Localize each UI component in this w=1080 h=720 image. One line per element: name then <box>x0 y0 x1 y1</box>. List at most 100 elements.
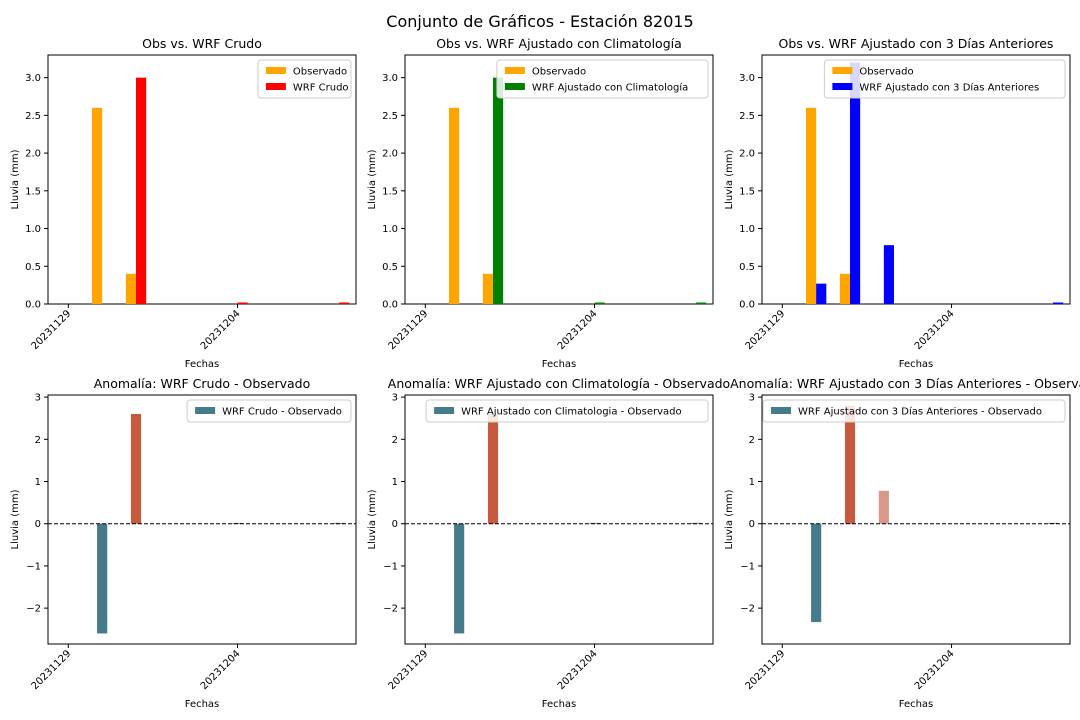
y-tick-label: 3 <box>392 393 398 404</box>
y-tick-label: 1.0 <box>25 224 41 235</box>
y-tick-label: 2.0 <box>739 149 755 160</box>
legend-label: WRF Ajustado con Climatología <box>532 82 688 94</box>
legend-swatch <box>265 67 286 74</box>
legend-swatch <box>832 67 853 74</box>
chart-panel-3: Obs vs. WRF Ajustado con 3 Días Anterior… <box>724 36 1071 370</box>
bar <box>883 245 894 304</box>
legend-box <box>496 59 709 99</box>
legend-label: Observado <box>293 67 347 78</box>
bar <box>850 62 861 304</box>
y-tick-label: 1 <box>392 477 398 488</box>
plot-frame <box>761 394 1071 645</box>
bar <box>454 523 465 634</box>
bar <box>696 302 707 304</box>
chart-panel-4: Anomalía: WRF Crudo - Observado −2 −1 0 1 2 3 2… <box>10 376 357 710</box>
legend-label: WRF Crudo <box>293 83 349 94</box>
legend-swatch <box>434 407 455 414</box>
y-tick-label: −1 <box>26 561 41 572</box>
x-axis-label: Fechas <box>185 699 220 710</box>
figure-title: Conjunto de Gráficos - Estación 82015 <box>386 12 693 31</box>
bar <box>816 283 827 304</box>
x-tick-label: 20231129 <box>744 308 788 352</box>
bar <box>125 273 136 304</box>
y-tick-label: 3.0 <box>25 73 41 84</box>
y-tick-label: −2 <box>383 604 398 615</box>
y-tick-label: 2.5 <box>739 111 755 122</box>
chart-panel-1: Obs vs. WRF Crudo 0.0 0.5 1.0 1.5 2.0 2.5 3.0 20… <box>10 36 357 370</box>
legend-label: WRF Ajustado con Climatologia - Observad… <box>461 407 682 418</box>
y-tick-label: 0 <box>35 519 41 530</box>
y-tick-label: −2 <box>26 604 41 615</box>
legend: WRF Crudo - Observado <box>186 399 352 423</box>
legend: Observado WRF Crudo <box>257 59 352 99</box>
y-tick-label: 0.5 <box>739 262 755 273</box>
y-tick-label: 0.0 <box>739 300 755 311</box>
x-tick-label: 20231129 <box>387 648 431 692</box>
y-axis-label: Lluvia (mm) <box>367 489 378 549</box>
bar <box>339 302 350 304</box>
y-tick-label: 2 <box>35 435 41 446</box>
bar <box>878 490 889 524</box>
legend-swatch <box>832 83 853 90</box>
x-axis-label: Fechas <box>899 699 934 710</box>
chart-panel-5: Anomalía: WRF Ajustado con Climatología … <box>367 376 730 710</box>
legend-box <box>823 59 1066 99</box>
x-tick-label: 20231204 <box>913 648 957 692</box>
y-tick-label: 1.5 <box>739 186 755 197</box>
y-tick-label: 0.0 <box>25 300 41 311</box>
y-tick-label: 2.0 <box>382 149 398 160</box>
legend-box <box>425 399 709 423</box>
bar <box>130 413 142 524</box>
y-tick-label: 0.5 <box>25 262 41 273</box>
x-tick-label: 20231204 <box>199 308 243 352</box>
y-tick-label: 3 <box>35 393 41 404</box>
legend-box <box>762 399 1066 423</box>
y-tick-label: 3.0 <box>739 73 755 84</box>
legend: WRF Ajustado con Climatologia - Observad… <box>425 399 709 423</box>
panel-title: Obs vs. WRF Ajustado con Climatología <box>436 36 682 51</box>
y-tick-label: 0 <box>749 519 755 530</box>
y-axis-label: Lluvia (mm) <box>367 149 378 209</box>
y-tick-label: 1.5 <box>25 186 41 197</box>
y-axis-label: Lluvia (mm) <box>10 149 21 209</box>
bar <box>97 523 108 634</box>
bar <box>487 413 499 524</box>
x-tick-label: 20231129 <box>30 648 74 692</box>
y-tick-label: 1 <box>749 477 755 488</box>
legend-box <box>186 399 352 423</box>
legend-swatch <box>771 407 791 414</box>
y-tick-label: 0.0 <box>382 300 398 311</box>
x-tick-label: 20231204 <box>199 648 243 692</box>
panel-title: Anomalía: WRF Ajustado con 3 Días Anteri… <box>730 376 1080 391</box>
chart-panel-6: Anomalía: WRF Ajustado con 3 Días Anteri… <box>724 376 1080 710</box>
bar <box>92 107 103 305</box>
bar <box>237 302 248 304</box>
bar <box>806 107 817 305</box>
chart-panels: Obs vs. WRF Crudo0.00.51.01.52.02.53.020… <box>10 36 1080 710</box>
legend-label: Observado <box>532 67 586 78</box>
x-tick-label: 20231129 <box>744 648 788 692</box>
bar <box>594 302 605 304</box>
y-tick-label: 2.5 <box>25 111 41 122</box>
bar <box>844 405 856 524</box>
y-tick-label: 1 <box>35 477 41 488</box>
y-tick-label: −2 <box>740 604 755 615</box>
x-axis-label: Fechas <box>542 699 577 710</box>
legend-label: WRF Ajustado con 3 Días Anteriores - Obs… <box>798 406 1042 418</box>
y-tick-label: 3 <box>749 393 755 404</box>
y-tick-label: 1.0 <box>739 224 755 235</box>
y-tick-label: 2.5 <box>382 111 398 122</box>
panel-title: Anomalía: WRF Crudo - Observado <box>94 376 311 391</box>
bar <box>811 523 822 623</box>
legend-label: WRF Crudo - Observado <box>222 407 342 418</box>
y-axis-label: Lluvia (mm) <box>724 149 735 209</box>
y-axis-label: Lluvia (mm) <box>10 489 21 549</box>
plot-frame <box>47 394 357 645</box>
x-tick-label: 20231129 <box>387 308 431 352</box>
y-tick-label: 1.0 <box>382 224 398 235</box>
x-tick-label: 20231204 <box>556 648 600 692</box>
legend: Observado WRF Ajustado con 3 Días Anterio… <box>823 59 1066 99</box>
panel-title: Anomalía: WRF Ajustado con Climatología … <box>388 376 730 391</box>
y-tick-label: 2.0 <box>25 149 41 160</box>
